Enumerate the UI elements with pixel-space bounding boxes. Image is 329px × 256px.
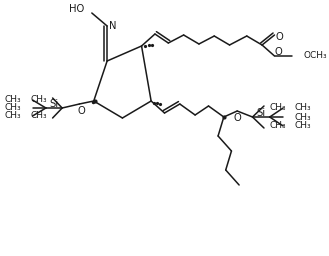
Text: CH₃: CH₃ bbox=[4, 112, 21, 121]
Text: CH₃: CH₃ bbox=[270, 122, 286, 131]
Text: CH₃: CH₃ bbox=[294, 122, 311, 131]
Text: CH₃: CH₃ bbox=[294, 103, 311, 112]
Text: O: O bbox=[275, 32, 283, 42]
Text: Si: Si bbox=[256, 108, 266, 118]
Text: CH₃: CH₃ bbox=[4, 103, 21, 112]
Text: CH₃: CH₃ bbox=[30, 112, 47, 121]
Text: CH₃: CH₃ bbox=[4, 95, 21, 104]
Text: N: N bbox=[109, 21, 116, 31]
Text: CH₃: CH₃ bbox=[294, 112, 311, 122]
Text: HO: HO bbox=[69, 4, 84, 14]
Text: OCH₃: OCH₃ bbox=[303, 51, 327, 60]
Text: Si: Si bbox=[49, 99, 58, 109]
Text: CH₃: CH₃ bbox=[270, 103, 286, 112]
Text: O: O bbox=[274, 47, 282, 57]
Text: CH₃: CH₃ bbox=[30, 95, 47, 104]
Text: O: O bbox=[77, 106, 85, 116]
Text: O: O bbox=[233, 113, 241, 123]
